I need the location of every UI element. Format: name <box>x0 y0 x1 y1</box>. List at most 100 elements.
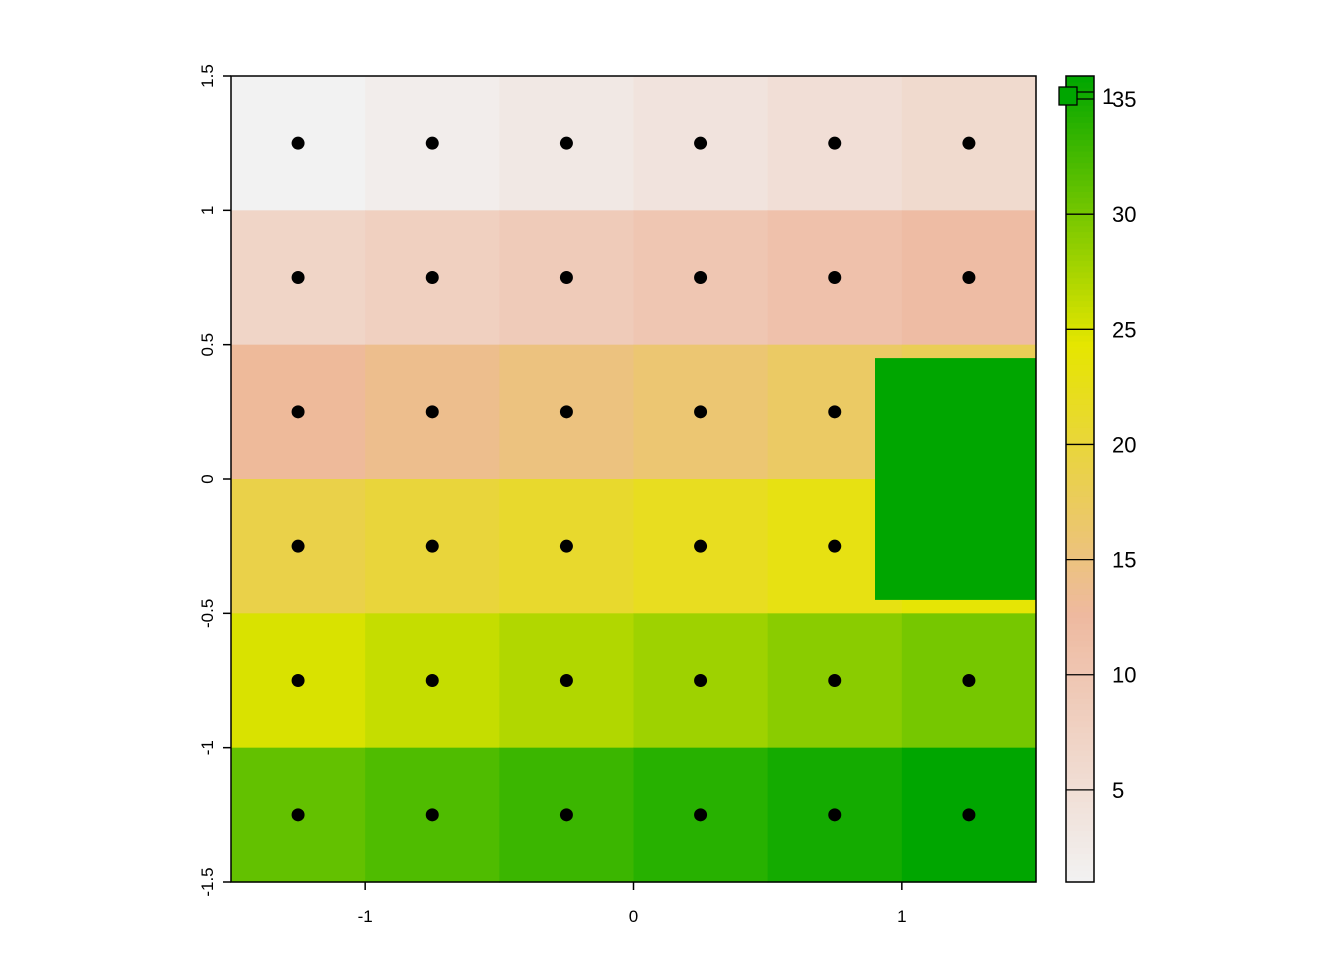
data-point <box>291 271 305 284</box>
legend-color-step <box>1066 404 1094 411</box>
legend-color-step <box>1066 663 1094 670</box>
x-tick-label: 1 <box>897 907 906 926</box>
legend-color-step <box>1066 398 1094 405</box>
data-point <box>962 271 976 284</box>
legend-tick-label: 15 <box>1112 548 1136 573</box>
data-point <box>425 808 439 822</box>
data-point <box>291 136 305 150</box>
color-legend: 5 10 15 20 25 30 351 <box>1058 75 1136 883</box>
x-tick-label: -1 <box>358 907 373 926</box>
legend-color-step <box>1066 173 1094 181</box>
legend-color-step <box>1066 168 1094 175</box>
legend-color-step <box>1066 674 1094 682</box>
legend-color-step <box>1066 76 1094 83</box>
legend-color-step <box>1066 847 1094 854</box>
legend-color-step <box>1066 732 1094 739</box>
y-tick-label: -0.5 <box>198 599 217 628</box>
legend-color-step <box>1066 242 1094 250</box>
legend-color-step <box>1066 628 1094 636</box>
legend-color-step <box>1066 340 1094 348</box>
legend-color-step <box>1066 611 1094 618</box>
legend-color-step <box>1066 271 1094 279</box>
legend-tick-label: 35 <box>1112 87 1136 112</box>
legend-color-step <box>1066 392 1094 400</box>
legend-tick-label: 30 <box>1112 202 1136 227</box>
legend-overlay-swatch <box>1058 86 1078 106</box>
legend-color-step <box>1066 237 1094 244</box>
data-point <box>291 539 305 553</box>
legend-tick-label: 20 <box>1112 432 1136 457</box>
overlay-layer <box>875 358 1036 600</box>
legend-frame <box>1065 75 1095 883</box>
data-point <box>425 674 439 687</box>
legend-color-step <box>1066 617 1094 624</box>
legend-color-step <box>1066 743 1094 751</box>
legend-color-step <box>1066 335 1094 342</box>
legend-color-step <box>1066 830 1094 837</box>
data-point <box>559 674 573 687</box>
data-point <box>962 674 976 687</box>
legend-color-step <box>1066 381 1094 388</box>
legend-color-step <box>1066 686 1094 693</box>
data-point <box>694 808 708 822</box>
legend-color-step <box>1066 294 1094 302</box>
legend-color-step <box>1066 421 1094 428</box>
y-tick-label: -1.5 <box>198 867 217 896</box>
legend-color-step <box>1066 323 1094 331</box>
y-axis: -1.5 -1 -0.5 0 0.5 1 1.5 <box>198 64 231 897</box>
legend-color-step <box>1066 761 1094 768</box>
legend-color-step <box>1066 185 1094 192</box>
legend-color-step <box>1066 375 1094 382</box>
legend-color-step <box>1066 225 1094 233</box>
data-point <box>425 271 439 284</box>
legend-color-step <box>1066 473 1094 480</box>
y-tick-label: 1.5 <box>198 64 217 88</box>
legend-color-step <box>1066 870 1094 877</box>
legend-color-step <box>1066 306 1094 313</box>
legend-color-step <box>1066 329 1094 336</box>
legend-color-step <box>1066 162 1094 169</box>
data-point <box>559 405 573 419</box>
data-point <box>828 136 842 150</box>
data-point <box>962 136 976 150</box>
legend-color-step <box>1066 363 1094 371</box>
legend-color-step <box>1066 530 1094 538</box>
legend-color-step <box>1066 801 1094 808</box>
legend-color-step <box>1066 715 1094 722</box>
legend-color-step <box>1066 571 1094 578</box>
legend-color-step <box>1066 444 1094 451</box>
legend-color-step <box>1066 110 1094 117</box>
legend-color-step <box>1066 490 1094 497</box>
legend-color-step <box>1066 122 1094 129</box>
data-point <box>291 674 305 687</box>
legend-color-step <box>1066 749 1094 757</box>
legend-color-step <box>1066 599 1094 607</box>
legend-color-step <box>1066 289 1094 296</box>
legend-color-step <box>1066 133 1094 141</box>
data-point <box>559 539 573 553</box>
legend-color-step <box>1066 513 1094 520</box>
legend-color-step <box>1066 479 1094 486</box>
legend-color-step <box>1066 450 1094 457</box>
data-point <box>559 136 573 150</box>
legend-color-step <box>1066 605 1094 613</box>
legend-color-step <box>1066 536 1094 544</box>
legend-color-step <box>1066 622 1094 630</box>
data-point <box>559 808 573 822</box>
legend-color-step <box>1066 116 1094 123</box>
legend-color-step <box>1066 720 1094 728</box>
legend-color-step <box>1066 496 1094 503</box>
legend-color-step <box>1066 248 1094 256</box>
legend-color-step <box>1066 81 1094 89</box>
legend-color-step <box>1066 283 1094 290</box>
legend-color-step <box>1066 864 1094 872</box>
legend-color-step <box>1066 576 1094 584</box>
x-axis: -1 0 1 <box>358 882 907 926</box>
legend-color-step <box>1066 93 1094 100</box>
legend-color-step <box>1066 795 1094 803</box>
legend-color-step <box>1066 634 1094 641</box>
legend-color-step <box>1066 824 1094 831</box>
y-tick-label: 0 <box>198 474 217 483</box>
legend-color-step <box>1066 876 1094 883</box>
legend-color-step <box>1066 835 1094 843</box>
